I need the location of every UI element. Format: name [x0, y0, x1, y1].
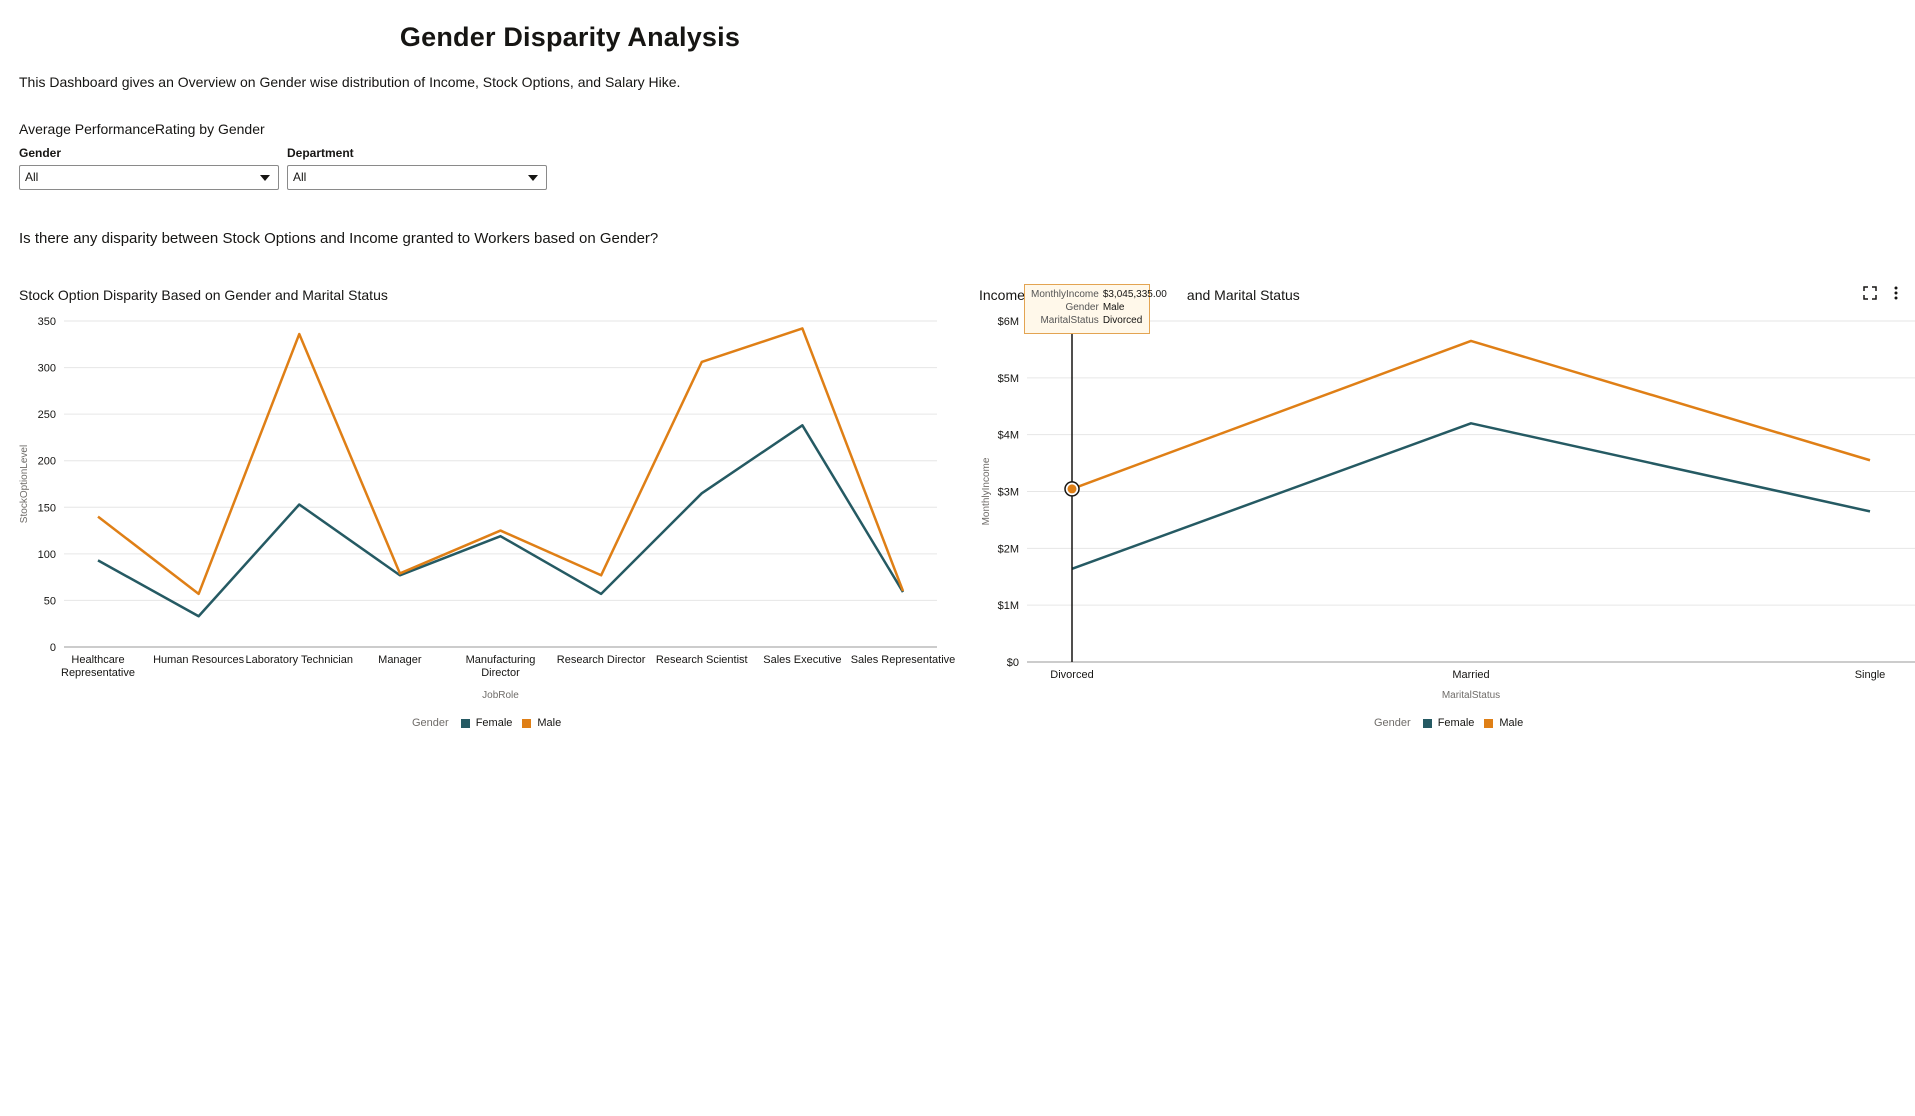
- series-line-female: [97, 424, 905, 618]
- y-axis-title: MonthlyIncome: [981, 457, 992, 525]
- y-tick-label: 250: [38, 409, 56, 421]
- series-line-male: [97, 327, 905, 596]
- hover-point: [1067, 484, 1077, 494]
- dashboard-subtitle: This Dashboard gives an Overview on Gend…: [19, 74, 681, 90]
- x-axis-title: JobRole: [482, 690, 519, 701]
- x-tick-label: Research Scientist: [656, 654, 748, 666]
- legend-swatch: [522, 718, 532, 728]
- x-tick-label: Research Director: [557, 654, 646, 666]
- legend-label: Female: [475, 717, 513, 729]
- income-chart-legend: Gender Female Male: [1374, 717, 1533, 729]
- stock-chart-legend: Gender Female Male: [412, 717, 571, 729]
- tooltip-key: MonthlyIncome: [1031, 289, 1099, 300]
- department-filter: Department All: [287, 146, 547, 190]
- legend-item-male[interactable]: Male: [522, 717, 561, 729]
- y-tick-label: 200: [38, 456, 56, 468]
- tooltip-value: Male: [1102, 302, 1125, 313]
- gender-filter: Gender All: [19, 146, 279, 190]
- x-tick-label: Divorced: [1050, 669, 1093, 681]
- y-tick-label: 50: [44, 595, 56, 607]
- tooltip-key: MaritalStatus: [1040, 315, 1099, 326]
- legend-item-male[interactable]: Male: [1484, 717, 1523, 729]
- x-tick-label: Manufacturing Director: [466, 654, 536, 679]
- legend-swatch: [1422, 718, 1432, 728]
- income-chart-title-right: and Marital Status: [1186, 287, 1300, 303]
- y-axis-title: StockOptionLevel: [19, 445, 30, 523]
- y-tick-label: $4M: [998, 430, 1019, 442]
- filter-section-label: Average PerformanceRating by Gender: [19, 121, 265, 137]
- x-tick-label: Married: [1452, 669, 1489, 681]
- department-filter-label: Department: [287, 146, 354, 160]
- legend-item-female[interactable]: Female: [460, 717, 513, 729]
- fullscreen-icon[interactable]: [1861, 284, 1879, 302]
- more-options-icon[interactable]: [1887, 284, 1905, 302]
- y-tick-label: $0: [1007, 657, 1019, 669]
- y-tick-label: 100: [38, 549, 56, 561]
- y-tick-label: $3M: [998, 487, 1019, 499]
- x-tick-label: Laboratory Technician: [246, 654, 353, 666]
- analysis-question: Is there any disparity between Stock Opt…: [19, 230, 659, 247]
- chevron-down-icon: [260, 175, 270, 181]
- x-tick-label: Manager: [378, 654, 422, 666]
- y-tick-label: 300: [38, 363, 56, 375]
- gender-select[interactable]: All: [19, 165, 279, 190]
- series-line-male: [1071, 339, 1871, 491]
- x-tick-label: Human Resources: [153, 654, 245, 666]
- gender-filter-label: Gender: [19, 146, 62, 160]
- stock-chart-title: Stock Option Disparity Based on Gender a…: [19, 287, 388, 303]
- dashboard-title: Gender Disparity Analysis: [399, 22, 741, 52]
- chart-header-actions: [1861, 284, 1905, 302]
- income-chart: $0 $1M $2M $3M $4M $5M $6M Divorced Married Singl…: [981, 316, 1915, 701]
- department-select[interactable]: All: [287, 165, 547, 190]
- legend-title: Gender: [1374, 717, 1411, 729]
- y-tick-label: 0: [50, 642, 56, 654]
- gender-select-value: All: [25, 170, 39, 184]
- legend-label: Male: [537, 717, 562, 729]
- legend-swatch: [460, 718, 470, 728]
- y-tick-label: $2M: [998, 543, 1019, 555]
- series-line-female: [1071, 422, 1871, 570]
- y-tick-label: $5M: [998, 373, 1019, 385]
- stock-option-chart: 0 50 100 150 200 250 300 350 Healthcare Represent…: [19, 316, 956, 701]
- income-chart-title-left: Income: [979, 287, 1025, 303]
- x-tick-label: Sales Representative: [851, 654, 956, 666]
- legend-label: Male: [1499, 717, 1524, 729]
- x-tick-label: Sales Executive: [763, 654, 841, 666]
- x-axis-title: MaritalStatus: [1442, 690, 1500, 701]
- legend-item-female[interactable]: Female: [1422, 717, 1475, 729]
- y-tick-label: $1M: [998, 600, 1019, 612]
- tooltip-key: Gender: [1065, 302, 1099, 313]
- x-tick-label: Single: [1855, 669, 1886, 681]
- y-tick-label: 150: [38, 502, 56, 514]
- chevron-down-icon: [528, 175, 538, 181]
- legend-label: Female: [1437, 717, 1475, 729]
- y-tick-label: $6M: [998, 316, 1019, 328]
- income-chart-title: Income and Marital Status: [979, 287, 1300, 303]
- legend-swatch: [1484, 718, 1494, 728]
- data-tooltip: MonthlyIncome $3,045,335.00 Gender Male Ma…: [1024, 284, 1167, 334]
- y-tick-label: 350: [38, 316, 56, 328]
- tooltip-value: Divorced: [1102, 315, 1143, 326]
- x-tick-label: Healthcare Representative: [61, 654, 135, 679]
- legend-title: Gender: [412, 717, 449, 729]
- tooltip-value: $3,045,335.00: [1102, 289, 1167, 300]
- department-select-value: All: [293, 170, 307, 184]
